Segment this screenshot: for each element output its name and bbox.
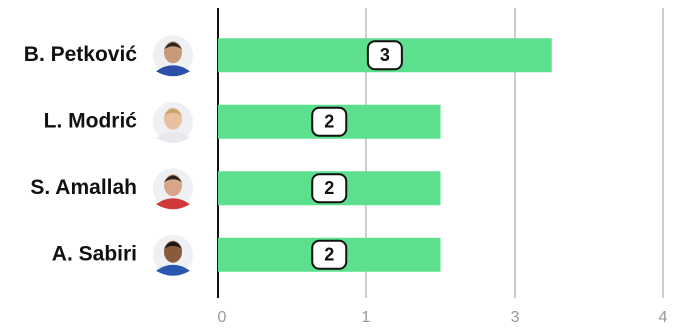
category-label: L. Modrić <box>44 109 138 132</box>
avatars <box>153 35 193 276</box>
value-label: 2 <box>324 112 334 132</box>
category-label: B. Petković <box>24 43 138 66</box>
value-label: 3 <box>380 45 390 65</box>
value-label-box <box>311 173 348 204</box>
value-label-box <box>311 106 348 137</box>
avatar-hair <box>164 42 182 50</box>
value-label: 2 <box>324 178 334 198</box>
avatar-shirt <box>156 198 190 210</box>
value-label-box <box>311 239 348 270</box>
avatar-hair <box>164 175 182 183</box>
category-label: A. Sabiri <box>52 242 137 265</box>
value-label-box <box>366 40 403 71</box>
avatar-hair <box>164 108 182 116</box>
category-label: S. Amallah <box>30 176 137 199</box>
x-tick-label: 1 <box>362 309 371 326</box>
avatar-shirt <box>156 65 190 77</box>
x-tick-label: 4 <box>659 309 668 326</box>
avatar-shirt <box>156 264 190 276</box>
avatar-hair <box>164 241 182 249</box>
avatar-shirt <box>156 131 190 143</box>
value-label: 2 <box>324 245 334 265</box>
x-tick-label: 0 <box>218 309 227 326</box>
x-tick-label: 3 <box>511 309 520 326</box>
